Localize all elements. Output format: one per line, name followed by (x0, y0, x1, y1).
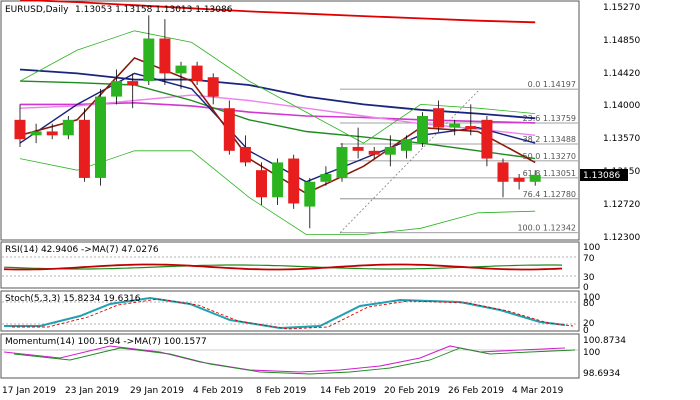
stoch-tick: 100 (583, 293, 600, 303)
current-price: 1.13086 (583, 171, 620, 181)
momentum-label: Momentum(14) 100.1594 ->MA(7) 100.1577 (5, 337, 207, 347)
date-tick: 8 Feb 2019 (256, 386, 307, 396)
date-tick: 23 Jan 2019 (65, 386, 119, 396)
price-tick: 1.13570 (603, 134, 640, 144)
band-upper-line (19, 30, 536, 144)
bullish-candle (400, 139, 412, 151)
bearish-candle (223, 108, 235, 151)
fib-label: 50.0 1.13270 (523, 152, 576, 161)
ma-green-line (19, 80, 536, 160)
bearish-candle (288, 158, 300, 204)
rsi-tick: 0 (583, 283, 589, 293)
date-tick: 14 Feb 2019 (320, 386, 376, 396)
price-tick: 1.15270 (603, 3, 640, 13)
indicator-lines (2, 256, 578, 375)
price-tick: 1.12720 (603, 200, 640, 210)
price-axis: 1.15270 1.14850 1.14420 1.14000 1.13570 … (580, 3, 640, 243)
fibonacci-levels: 0.0 1.14197 23.6 1.13759 38.2 1.13488 50.0 … (339, 80, 578, 234)
stoch-tick: 80 (583, 299, 595, 309)
fib-label: 23.6 1.13759 (523, 114, 576, 123)
bearish-candle (465, 126, 477, 130)
bullish-candle (529, 174, 541, 182)
candlesticks (14, 15, 541, 229)
bearish-candle (46, 131, 58, 136)
stoch-label: Stoch(5,3,3) 15.8234 19.6316 (5, 294, 141, 304)
price-panel-frame (0, 0, 580, 241)
bullish-candle (449, 123, 461, 128)
bullish-candle (272, 162, 284, 198)
bearish-candle (497, 162, 509, 182)
bullish-candle (95, 96, 106, 178)
date-tick: 4 Feb 2019 (193, 386, 244, 396)
rsi-label: RSI(14) 42.9406 ->MA(7) 47.0276 (5, 245, 159, 255)
bearish-candle (78, 119, 90, 178)
ma-mid-line (19, 68, 536, 120)
momentum-panel-frame (0, 333, 580, 379)
bullish-candle (111, 81, 123, 97)
bearish-candle (352, 146, 364, 151)
fib-label: 38.2 1.13488 (523, 135, 576, 144)
fib-trendline (339, 88, 481, 234)
bearish-candle (513, 177, 525, 182)
date-tick: 29 Jan 2019 (130, 386, 184, 396)
rsi-tick: 70 (583, 254, 595, 264)
bullish-candle (336, 146, 348, 178)
fib-label: 76.4 1.12780 (523, 190, 576, 199)
bearish-candle (256, 170, 267, 198)
bearish-candle (481, 119, 493, 159)
bearish-candle (191, 65, 203, 82)
rsi-line (3, 263, 563, 271)
price-tick: 1.14850 (603, 36, 640, 46)
momentum-ma-line (13, 347, 576, 375)
price-tick: 1.12300 (603, 233, 640, 243)
bullish-candle (175, 65, 187, 74)
bearish-candle (14, 119, 26, 140)
fib-label: 100.0 1.12342 (517, 224, 576, 233)
bullish-candle (320, 174, 332, 182)
current-price-marker (580, 169, 628, 181)
bearish-candle (368, 150, 380, 155)
ohlc-label: 1.13053 1.13158 1.13013 1.13086 (75, 5, 233, 15)
rsi-tick: 100 (583, 243, 600, 253)
bullish-candle (30, 131, 42, 136)
date-tick: 26 Feb 2019 (448, 386, 504, 396)
bearish-candle (159, 38, 171, 74)
momentum-tick: 100 (583, 348, 600, 358)
bullish-candle (304, 181, 316, 207)
date-tick: 4 Mar 2019 (512, 386, 564, 396)
bullish-candle (62, 119, 74, 136)
bearish-candle (433, 108, 445, 128)
momentum-tick: 100.8734 (583, 336, 626, 346)
stoch-panel-frame (0, 290, 580, 332)
symbol-label: EURUSD,Daily (5, 5, 69, 15)
fib-label: 61.8 1.13051 (523, 169, 576, 178)
bullish-candle (143, 38, 155, 82)
fib-label: 0.0 1.14197 (528, 80, 576, 89)
date-tick: 20 Feb 2019 (384, 386, 440, 396)
momentum-tick: 98.6934 (583, 369, 620, 379)
bullish-candle (384, 146, 396, 155)
rsi-tick: 30 (583, 273, 595, 283)
stoch-tick: 20 (583, 319, 595, 329)
ma-long-line (19, 0, 536, 24)
stoch-signal-line (12, 298, 574, 330)
date-axis: 17 Jan 2019 23 Jan 2019 29 Jan 2019 4 Fe… (2, 386, 564, 396)
stoch-tick: 0 (583, 326, 589, 336)
price-tick: 1.14420 (603, 69, 640, 79)
bearish-candle (127, 81, 139, 85)
price-tick: 1.14000 (603, 101, 640, 111)
date-tick: 17 Jan 2019 (2, 386, 56, 396)
bearish-candle (207, 77, 219, 97)
bearish-candle (239, 146, 251, 163)
bullish-candle (417, 115, 428, 144)
rsi-panel-frame (0, 241, 580, 289)
